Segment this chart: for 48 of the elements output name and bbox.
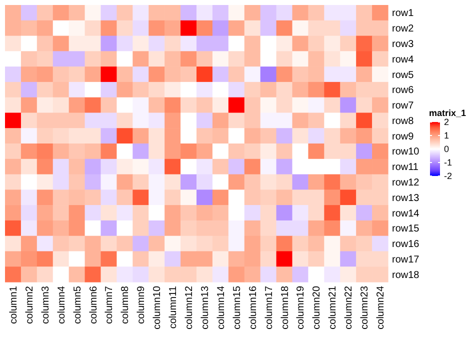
color-bar-title: matrix_1 <box>429 108 466 118</box>
x-tick-label: column14 <box>216 286 227 330</box>
x-tick-label: column15 <box>232 286 243 330</box>
y-tick-label: row9 <box>392 131 414 142</box>
x-tick-label: column17 <box>264 286 275 330</box>
x-tick-label: column12 <box>184 286 196 330</box>
x-tick-label: column24 <box>376 286 387 330</box>
color-bar-label: 0 <box>444 144 450 154</box>
x-tick-label: column1 <box>8 286 20 324</box>
y-tick-label: row17 <box>392 254 420 266</box>
color-bar-label: -1 <box>444 158 452 168</box>
x-tick-label: column20 <box>312 286 323 330</box>
y-tick-label: row8 <box>392 116 414 127</box>
x-tick-label: column9 <box>136 286 148 324</box>
y-tick-label: row6 <box>392 85 414 96</box>
x-tick-label: column8 <box>120 286 132 324</box>
y-tick-label: row1 <box>392 8 414 20</box>
y-tick-label: row12 <box>392 177 420 188</box>
x-tick-label: column2 <box>24 286 36 324</box>
y-tick-label: row16 <box>392 239 420 250</box>
x-tick-label: column13 <box>200 286 211 330</box>
y-tick-label: row2 <box>392 24 414 35</box>
color-bar-label: 1 <box>444 130 450 141</box>
x-tick-label: column4 <box>56 286 68 324</box>
x-tick-label: column3 <box>40 286 52 324</box>
y-tick-label: row13 <box>392 192 420 204</box>
color-bar-label: 2 <box>444 117 450 128</box>
y-tick-label: row11 <box>392 162 419 174</box>
x-tick-label: column5 <box>72 286 84 324</box>
x-tick-label: column6 <box>88 286 100 324</box>
x-tick-label: column23 <box>360 286 371 330</box>
y-tick-label: row4 <box>392 54 414 66</box>
x-tick-label: column7 <box>104 286 116 324</box>
x-tick-label: column10 <box>152 286 164 330</box>
y-tick-label: row3 <box>392 38 414 50</box>
x-tick-label: column18 <box>280 286 291 330</box>
y-tick-label: row15 <box>392 224 420 235</box>
x-tick-label: column11 <box>168 286 180 329</box>
color-bar-label: -2 <box>444 171 452 182</box>
y-tick-label: row5 <box>392 70 414 81</box>
x-tick-label: column22 <box>344 286 355 330</box>
y-tick-label: row14 <box>392 208 420 220</box>
x-tick-label: column19 <box>296 286 307 330</box>
y-tick-label: row10 <box>392 146 420 158</box>
y-tick-label: row18 <box>392 270 420 281</box>
y-tick-label: row7 <box>392 100 414 112</box>
x-tick-label: column21 <box>328 286 339 330</box>
x-tick-label: column16 <box>248 286 259 330</box>
